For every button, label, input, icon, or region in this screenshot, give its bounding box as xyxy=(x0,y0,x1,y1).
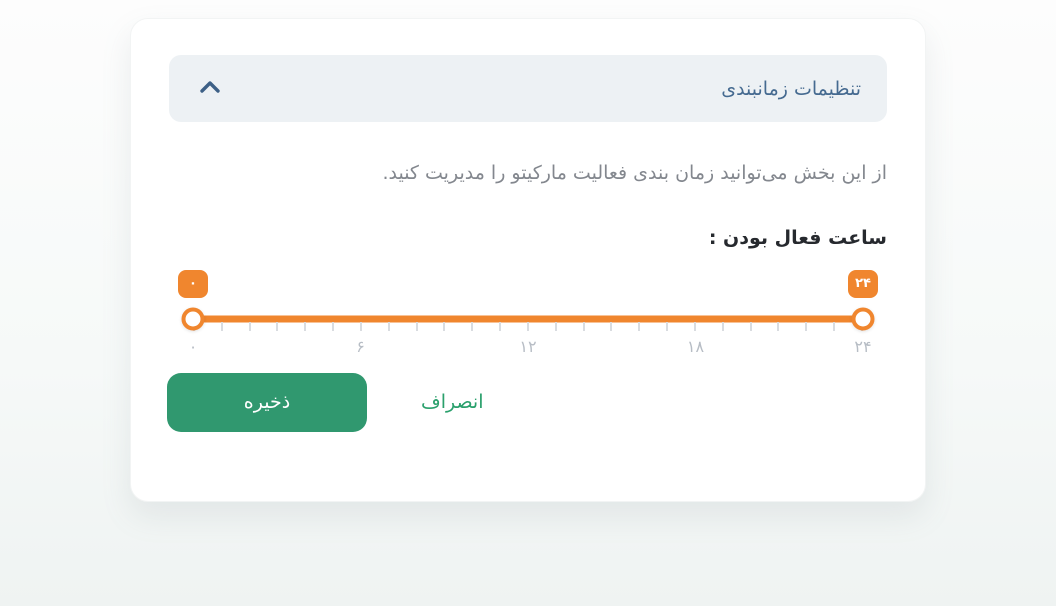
section-description: از این بخش می‌توانید زمان بندی فعالیت ما… xyxy=(382,162,887,184)
tick-mark xyxy=(721,321,724,331)
tick-mark xyxy=(554,321,557,331)
slider-handle-high[interactable] xyxy=(851,307,875,331)
tick-mark xyxy=(526,321,529,331)
tick-mark xyxy=(693,321,696,331)
collapse-button[interactable] xyxy=(195,75,225,102)
slider-track[interactable] xyxy=(193,315,863,323)
tick-mark xyxy=(332,321,335,331)
tick-mark xyxy=(610,321,613,331)
accordion-header[interactable]: تنظیمات زمانبندی xyxy=(169,55,887,122)
tick-mark xyxy=(499,321,502,331)
tick-label: ۲۴ xyxy=(854,336,872,356)
tick-label: ۰ xyxy=(188,336,198,356)
tick-mark xyxy=(248,321,251,331)
scheduling-settings-card: تنظیمات زمانبندی از این بخش می‌توانید زم… xyxy=(130,18,926,502)
slider-value-badge-high: ۲۴ xyxy=(848,269,878,298)
tick-label: ۱۲ xyxy=(519,336,537,356)
tick-mark xyxy=(387,321,390,331)
save-button[interactable]: ذخیره xyxy=(167,372,367,432)
chevron-up-icon xyxy=(199,79,221,98)
actions-row: ذخیره انصراف xyxy=(167,372,889,432)
tick-mark xyxy=(304,321,307,331)
tick-mark xyxy=(805,321,808,331)
tick-mark xyxy=(777,321,780,331)
tick-label: ۶ xyxy=(356,336,365,356)
tick-mark xyxy=(471,321,474,331)
accordion-title: تنظیمات زمانبندی xyxy=(721,77,861,100)
tick-mark xyxy=(638,321,641,331)
tick-mark xyxy=(276,321,279,331)
cancel-button[interactable]: انصراف xyxy=(415,390,490,414)
tick-mark xyxy=(359,321,362,331)
tick-mark xyxy=(443,321,446,331)
slider-row: ۰ ۲۴ ۰ ۶ ۱۲ ۱۸ ۲۴ xyxy=(178,269,878,356)
active-hours-slider: ۰ ۲۴ ۰ ۶ ۱۲ ۱۸ ۲۴ xyxy=(178,269,878,356)
tick-mark xyxy=(666,321,669,331)
slider-ticks xyxy=(193,321,863,332)
tick-mark xyxy=(582,321,585,331)
tick-mark xyxy=(749,321,752,331)
tick-mark xyxy=(415,321,418,331)
tick-mark xyxy=(220,321,223,331)
active-hours-label: ساعت فعال بودن : xyxy=(708,226,887,249)
slider-value-badge-low: ۰ xyxy=(178,269,208,298)
slider-tick-labels: ۰ ۶ ۱۲ ۱۸ ۲۴ xyxy=(189,336,872,357)
tick-label: ۱۸ xyxy=(686,336,705,356)
tick-mark xyxy=(833,321,836,331)
slider-handle-low[interactable] xyxy=(181,307,205,331)
